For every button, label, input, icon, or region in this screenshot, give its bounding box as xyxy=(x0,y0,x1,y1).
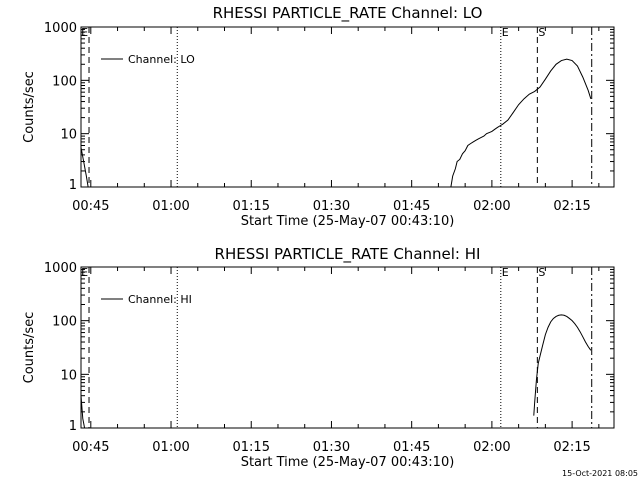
series-line-segment xyxy=(81,147,89,187)
plot-frame xyxy=(80,266,615,429)
marker-label: S xyxy=(538,26,545,39)
x-tick-label: 02:00 xyxy=(473,440,510,455)
x-tick-label: 01:00 xyxy=(152,440,189,455)
x-tick-label: 01:45 xyxy=(393,199,430,214)
y-tick-label: 10 xyxy=(60,368,77,383)
x-axis-label: Start Time (25-May-07 00:43:10) xyxy=(241,214,455,229)
x-tick-label: 00:45 xyxy=(72,440,109,455)
marker-label: E xyxy=(81,26,88,39)
x-tick-label: 02:00 xyxy=(473,199,510,214)
chart-title: RHESSI PARTICLE_RATE Channel: LO xyxy=(213,4,483,23)
plot-frame xyxy=(80,26,615,188)
series-line-segment xyxy=(533,314,592,416)
x-tick-label: 01:15 xyxy=(233,440,270,455)
marker-label: E xyxy=(502,266,509,279)
marker-label: E xyxy=(502,26,509,39)
x-tick-label: 01:30 xyxy=(313,199,350,214)
marker-label: S xyxy=(538,266,545,279)
legend-label: Channel: HI xyxy=(128,293,192,306)
series-line-segment xyxy=(81,395,86,428)
y-tick-label: 100 xyxy=(52,74,77,89)
y-axis-label: Counts/sec xyxy=(22,312,37,384)
y-tick-label: 1000 xyxy=(44,21,77,36)
x-tick-label: 01:15 xyxy=(233,199,270,214)
x-axis-label: Start Time (25-May-07 00:43:10) xyxy=(241,455,455,470)
chart-panel-0: RHESSI PARTICLE_RATE Channel: LO 00:45 01:… xyxy=(22,4,615,229)
x-tick-label: 02:15 xyxy=(553,440,590,455)
y-tick-label: 1 xyxy=(69,419,77,434)
x-tick-label: 01:00 xyxy=(152,199,189,214)
y-tick-label: 100 xyxy=(52,315,77,330)
y-axis-label: Counts/sec xyxy=(22,71,37,143)
marker-label: E xyxy=(81,266,88,279)
legend-label: Channel: LO xyxy=(128,53,195,66)
x-tick-label: 01:30 xyxy=(313,440,350,455)
y-tick-label: 1000 xyxy=(44,261,77,276)
y-tick-label: 10 xyxy=(60,128,77,143)
x-tick-label: 01:45 xyxy=(393,440,430,455)
x-tick-label: 02:15 xyxy=(553,199,590,214)
chart-title: RHESSI PARTICLE_RATE Channel: HI xyxy=(215,245,481,264)
chart-panel-1: RHESSI PARTICLE_RATE Channel: HI 00:45 01:… xyxy=(22,245,615,470)
y-tick-label: 1 xyxy=(69,178,77,193)
series-line-segment xyxy=(450,58,592,187)
x-tick-label: 00:45 xyxy=(72,199,109,214)
footer-timestamp: 15-Oct-2021 08:05 xyxy=(562,469,638,478)
